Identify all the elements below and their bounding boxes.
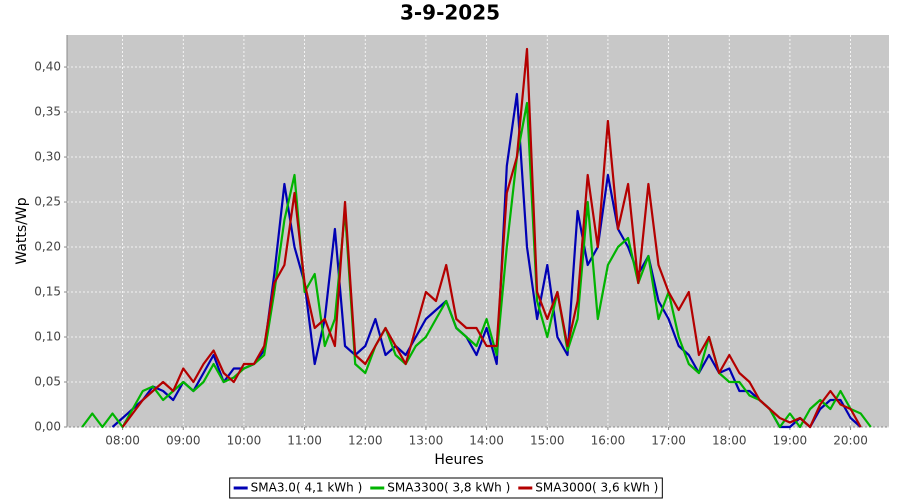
- x-tick-label: 16:00: [591, 434, 626, 448]
- legend: SMA3.0( 4,1 kWh ) SMA3300( 3,8 kWh ) SMA30…: [229, 477, 663, 499]
- x-tick-label: 08:00: [105, 434, 140, 448]
- series-line: [111, 92, 862, 429]
- y-tick-label: 0,10: [34, 330, 61, 344]
- x-tick-label: 10:00: [227, 434, 262, 448]
- x-tick-label: 12:00: [348, 434, 383, 448]
- x-tick-label: 18:00: [712, 434, 747, 448]
- x-tick-label: 19:00: [773, 434, 808, 448]
- y-tick-label: 0,00: [34, 420, 61, 434]
- x-tick-label: 13:00: [409, 434, 444, 448]
- y-tick-label: 0,35: [34, 105, 61, 119]
- x-tick-label: 09:00: [166, 434, 201, 448]
- series-line: [81, 101, 872, 429]
- x-tick-label: 17:00: [651, 434, 686, 448]
- x-tick-label: 11:00: [287, 434, 322, 448]
- y-tick-label: 0,20: [34, 240, 61, 254]
- legend-label: SMA3300( 3,8 kWh ): [387, 481, 510, 495]
- plot-area: [67, 35, 889, 427]
- y-axis-label: Watts/Wp: [14, 197, 30, 264]
- legend-label: SMA3.0( 4,1 kWh ): [251, 481, 363, 495]
- y-tick-label: 0,15: [34, 285, 61, 299]
- x-tick-label: 15:00: [530, 434, 565, 448]
- legend-label: SMA3000( 3,6 kWh ): [535, 481, 658, 495]
- y-tick-label: 0,05: [34, 375, 61, 389]
- y-tick-label: 0,25: [34, 195, 61, 209]
- x-tick-label: 20:00: [833, 434, 868, 448]
- chart-title: 3-9-2025: [400, 1, 500, 25]
- y-tick-label: 0,40: [34, 60, 61, 74]
- series-line: [121, 47, 862, 429]
- x-axis-label: Heures: [434, 452, 483, 468]
- legend-box: [229, 477, 663, 499]
- y-tick-label: 0,30: [34, 150, 61, 164]
- x-tick-label: 14:00: [469, 434, 504, 448]
